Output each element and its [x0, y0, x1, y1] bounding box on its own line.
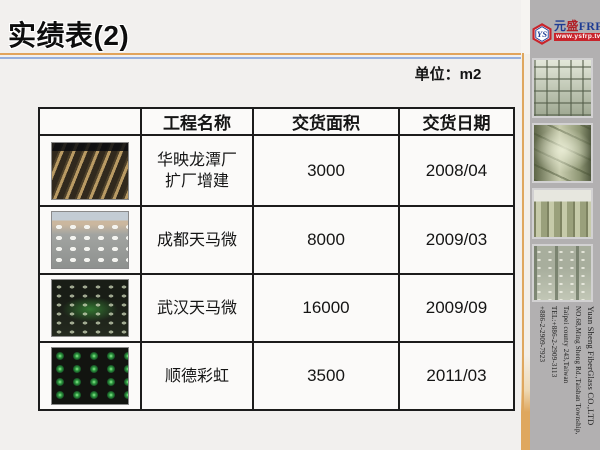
company-address-line1: NO.68,Ming Sheng Rd.,Taishan Township, [574, 306, 582, 435]
project-photo-wuhan [51, 279, 129, 337]
sidebar-photo-tank [532, 123, 593, 183]
brand-url: www.ysfrp.tw [554, 33, 600, 41]
title-rule-orange [0, 53, 523, 55]
table-row: 华映龙潭厂 扩厂增建 3000 2008/04 [38, 134, 515, 207]
table-row: 顺德彩虹 3500 2011/03 [38, 341, 515, 411]
delivery-date: 2008/04 [398, 134, 515, 207]
project-photo-chengdu [51, 211, 129, 269]
project-name: 武汉天马微 [140, 273, 254, 343]
company-phone-line2: +886-2-2909-7923 [538, 306, 546, 363]
header-photo [38, 107, 142, 136]
delivery-area: 3000 [252, 134, 400, 207]
sidebar-divider-accent [522, 53, 524, 450]
delivery-area: 16000 [252, 273, 400, 343]
table-header-row: 工程名称 交货面积 交货日期 [38, 107, 515, 136]
project-name: 华映龙潭厂 扩厂增建 [140, 134, 254, 207]
table-row: 武汉天马微 16000 2009/09 [38, 273, 515, 343]
delivery-area: 8000 [252, 205, 400, 275]
delivery-area: 3500 [252, 341, 400, 411]
project-name: 顺德彩虹 [140, 341, 254, 411]
title-rule-blue [0, 57, 523, 59]
ys-badge-text: YS [537, 29, 547, 39]
header-delivery-area: 交货面积 [252, 107, 400, 136]
delivery-date: 2009/03 [398, 205, 515, 275]
unit-label: 单位：m2 [414, 66, 482, 83]
company-phone-line1: TEL:+886-2-2909-3113 [550, 306, 558, 378]
sidebar-photo-tank-row [532, 188, 593, 239]
sidebar-divider [521, 0, 530, 450]
company-address-line2: Taipei county 243,Taiwan [562, 306, 570, 384]
ys-hexagon-logo-icon: YS [532, 23, 552, 45]
header-delivery-date: 交货日期 [398, 107, 515, 136]
page-title: 实绩表(2) [8, 20, 130, 51]
company-logo: YS 元盛FRP www.ysfrp.tw [531, 19, 600, 54]
delivery-date: 2009/09 [398, 273, 515, 343]
table-row: 成都天马微 8000 2009/03 [38, 205, 515, 275]
header-project-name: 工程名称 [140, 107, 254, 136]
company-info: Yuan Sheng FiberGlass CO.,LTD NO.68,Ming… [528, 306, 598, 448]
project-name: 成都天马微 [140, 205, 254, 275]
project-photo-shunde [51, 347, 129, 405]
project-photo-huaying [51, 141, 129, 200]
company-name: Yuan Sheng FiberGlass CO.,LTD [586, 306, 596, 426]
projects-table: 工程名称 交货面积 交货日期 华映龙潭厂 扩厂增建 3000 2008/04 成… [38, 107, 515, 411]
sidebar-photo-ceiling [532, 58, 593, 118]
brand-name: 元盛FRP [554, 19, 600, 33]
sidebar-photo-factory-floor [532, 244, 593, 302]
delivery-date: 2011/03 [398, 341, 515, 411]
